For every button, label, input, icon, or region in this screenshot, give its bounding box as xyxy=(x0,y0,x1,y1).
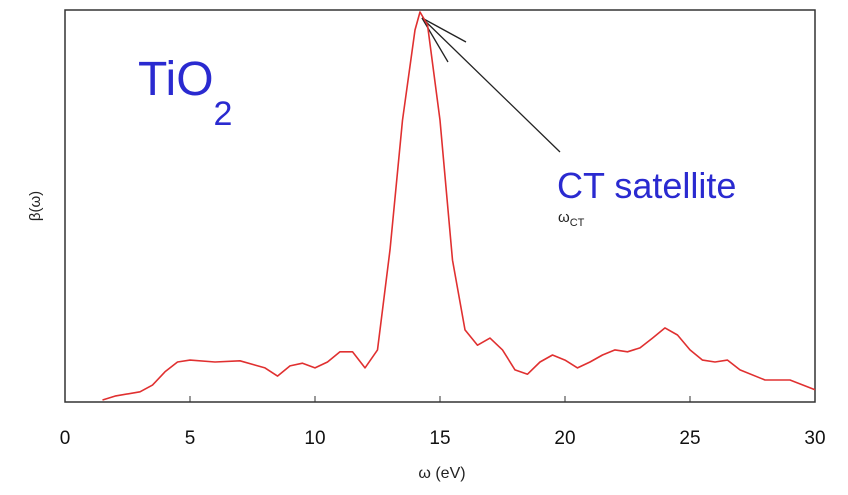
arrow-head xyxy=(421,17,467,43)
annotation-arrow xyxy=(421,17,561,153)
annotation-satellite: CT satellite xyxy=(557,165,736,206)
annotation-omega: ωCT xyxy=(558,209,585,229)
x-tick-label: 10 xyxy=(304,428,325,449)
formula: TiO2 xyxy=(138,53,232,133)
y-axis-label: β(ω) xyxy=(27,191,44,221)
x-tick-label: 30 xyxy=(804,428,825,449)
x-tick-label: 25 xyxy=(679,428,700,449)
arrow-head xyxy=(421,17,449,63)
x-axis-label: ω (eV) xyxy=(418,465,465,482)
x-tick-label: 20 xyxy=(554,428,575,449)
x-tick-label: 5 xyxy=(185,428,196,449)
x-tick-label: 0 xyxy=(60,428,71,449)
data-line xyxy=(102,11,816,401)
x-tick-label: 15 xyxy=(429,428,450,449)
